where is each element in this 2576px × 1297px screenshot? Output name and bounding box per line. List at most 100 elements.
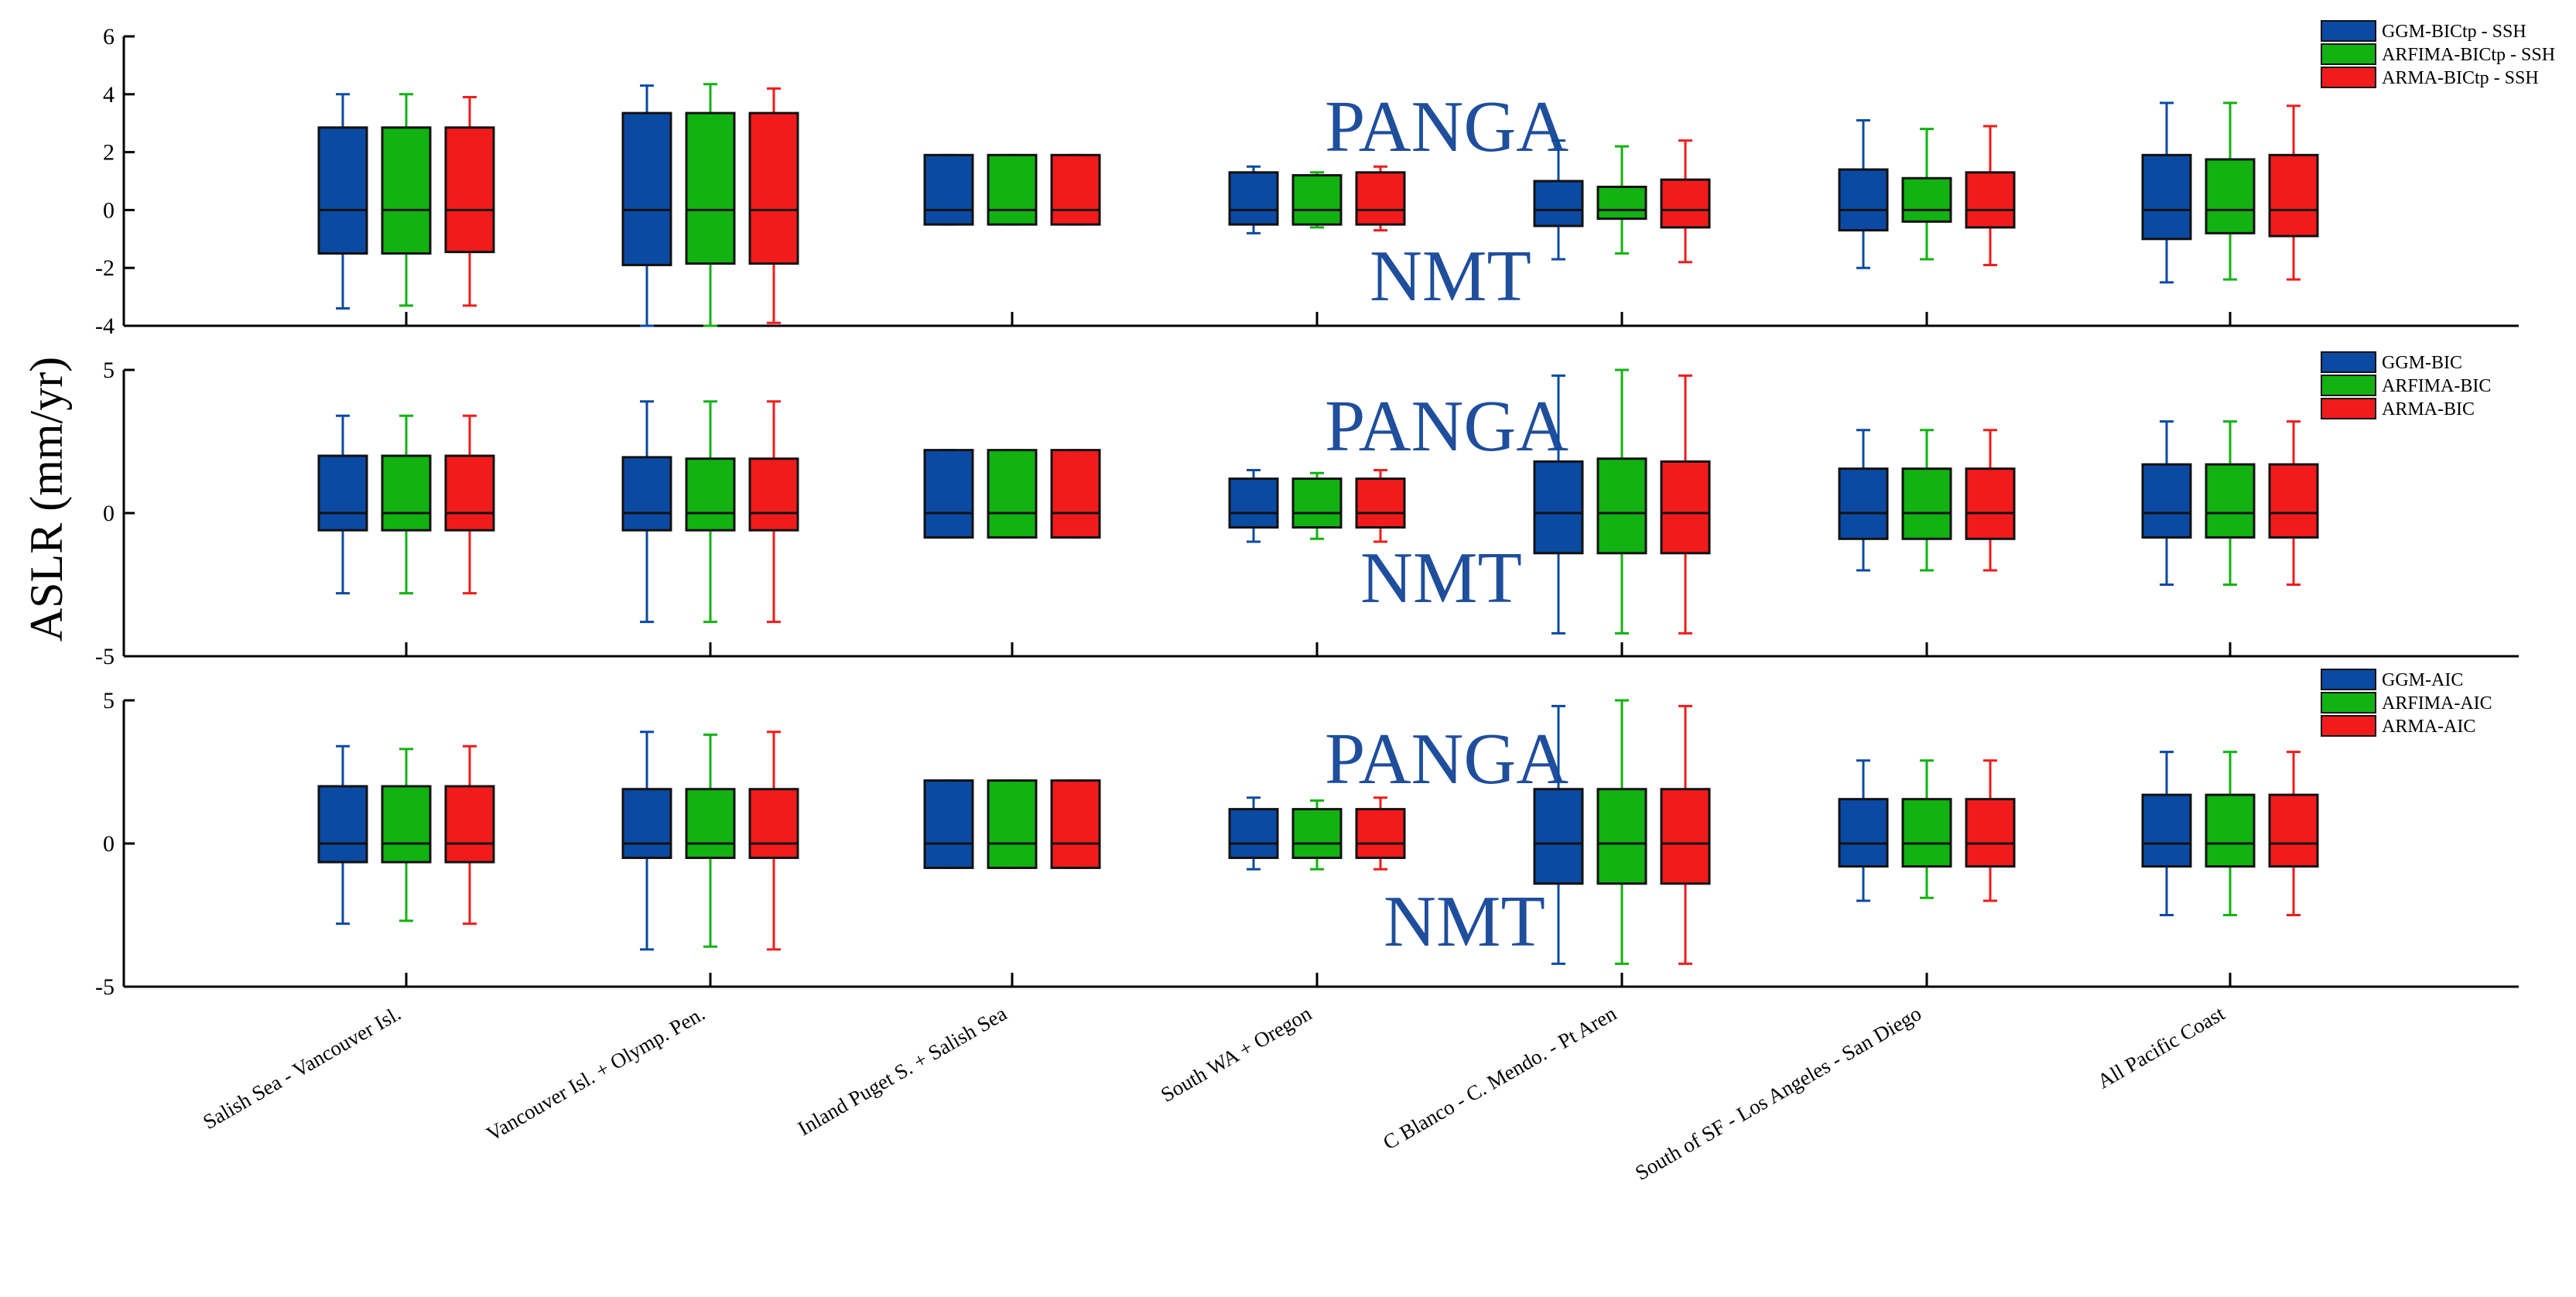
box-body: [381, 785, 432, 864]
box-south-wa-oregon-series-1: [1228, 165, 1279, 234]
box-all-pacific-coast-series-1: [2141, 420, 2192, 586]
legend-swatch-2: [2321, 692, 2376, 714]
box-body: [317, 454, 368, 532]
box-all-pacific-coast-series-3: [2268, 420, 2319, 586]
panels-layer: 6 4 2 0 -2 -4 PANGA NMT GGM-BICtp - SSH ARFIMA-BI…: [95, 20, 2555, 1000]
box-c-blanco-c-mendo-pt-aren-series-3: [1660, 139, 1711, 264]
box-body: [923, 153, 974, 226]
box-south-wa-oregon-series-1: [1228, 796, 1279, 871]
box-body: [2141, 793, 2192, 868]
box-body: [2205, 158, 2256, 234]
category-label-south-wa-oregon: South WA + Oregon: [1157, 1001, 1316, 1107]
y-tick-label: 0: [103, 501, 115, 526]
box-salish-sea-vancouver-isl-series-1: [317, 93, 368, 310]
legend-swatch-1: [2321, 351, 2376, 373]
box-salish-sea-vancouver-isl-series-2: [381, 93, 432, 307]
box-body: [987, 153, 1038, 226]
box-vancouver-isl-olymp-pen-series-2: [685, 733, 736, 948]
box-vancouver-isl-olymp-pen-series-3: [748, 87, 799, 324]
box-c-blanco-c-mendo-pt-aren-series-1: [1533, 704, 1584, 965]
box-inland-puget-s-salish-sea-series-3: [1050, 449, 1101, 539]
annotation-panga: PANGA: [1325, 87, 1569, 167]
box-body: [1901, 467, 1952, 540]
box-south-wa-oregon-series-3: [1355, 796, 1406, 871]
box-all-pacific-coast-series-1: [2141, 751, 2192, 916]
box-body: [381, 126, 432, 255]
box-body: [987, 449, 1038, 539]
box-south-wa-oregon-series-1: [1228, 469, 1279, 543]
box-c-blanco-c-mendo-pt-aren-series-2: [1596, 368, 1647, 635]
panel-top: 6 4 2 0 -2 -4 PANGA NMT GGM-BICtp - SSH ARFIMA-BI…: [95, 20, 2555, 339]
box-south-of-sf-los-angeles-san-diego-series-3: [1965, 125, 2016, 266]
box-vancouver-isl-olymp-pen-series-1: [621, 731, 672, 951]
legend-label-1: GGM-AIC: [2382, 670, 2463, 690]
legend-label-2: ARFIMA-BIC: [2382, 376, 2491, 396]
box-body: [1596, 185, 1647, 221]
box-vancouver-isl-olymp-pen-series-2: [685, 83, 736, 327]
box-all-pacific-coast-series-2: [2205, 420, 2256, 586]
box-c-blanco-c-mendo-pt-aren-series-1: [1533, 139, 1584, 261]
legend-swatch-2: [2321, 43, 2376, 65]
box-body: [444, 126, 495, 254]
category-label-vancouver-isl-olymp-pen: Vancouver Isl. + Olymp. Pen.: [482, 1001, 709, 1145]
y-tick-label: 4: [103, 82, 115, 108]
box-body: [2205, 463, 2256, 539]
box-body: [685, 111, 736, 265]
box-c-blanco-c-mendo-pt-aren-series-1: [1533, 374, 1584, 635]
annotation-panga: PANGA: [1325, 719, 1569, 799]
category-label-all-pacific-coast: All Pacific Coast: [2093, 1001, 2229, 1093]
box-vancouver-isl-olymp-pen-series-1: [621, 84, 672, 327]
box-body: [1355, 477, 1406, 529]
legend-top: GGM-BICtp - SSH ARFIMA-BICtp - SSH ARMA-BI…: [2321, 20, 2555, 88]
box-south-wa-oregon-series-2: [1291, 799, 1343, 871]
box-inland-puget-s-salish-sea-series-1: [923, 449, 974, 539]
box-south-of-sf-los-angeles-san-diego-series-1: [1838, 429, 1889, 572]
y-tick-label: -5: [95, 644, 115, 669]
legend-label-1: GGM-BIC: [2382, 353, 2462, 373]
category-label-salish-sea-vancouver-isl: Salish Sea - Vancouver Isl.: [199, 1001, 405, 1134]
box-body: [1228, 171, 1279, 226]
box-body: [1355, 808, 1406, 859]
box-body: [1533, 460, 1584, 555]
box-south-of-sf-los-angeles-san-diego-series-3: [1965, 759, 2016, 902]
legend-middle: GGM-BIC ARFIMA-BIC ARMA-BIC: [2321, 351, 2491, 419]
legend-swatch-1: [2321, 669, 2376, 690]
box-body: [2268, 153, 2319, 238]
box-body: [1901, 176, 1952, 223]
legend-label-3: ARMA-BICtp - SSH: [2382, 68, 2539, 88]
box-inland-puget-s-salish-sea-series-3: [1050, 153, 1101, 226]
y-tick-label: -5: [95, 974, 115, 1000]
box-south-of-sf-los-angeles-san-diego-series-1: [1838, 118, 1889, 269]
box-body: [1838, 467, 1889, 540]
box-c-blanco-c-mendo-pt-aren-series-2: [1596, 145, 1647, 255]
box-all-pacific-coast-series-2: [2205, 751, 2256, 916]
box-body: [1965, 798, 2016, 868]
box-body: [1228, 477, 1279, 529]
box-body: [1965, 171, 2016, 229]
box-body: [2141, 153, 2192, 241]
legend-label-3: ARMA-AIC: [2382, 717, 2475, 737]
box-salish-sea-vancouver-isl-series-2: [381, 414, 432, 595]
box-south-wa-oregon-series-2: [1291, 471, 1343, 540]
box-body: [381, 454, 432, 532]
box-body: [1533, 180, 1584, 228]
box-south-of-sf-los-angeles-san-diego-series-2: [1901, 128, 1952, 261]
box-inland-puget-s-salish-sea-series-2: [987, 449, 1038, 539]
box-body: [1291, 174, 1343, 226]
box-body: [1291, 477, 1343, 529]
box-vancouver-isl-olymp-pen-series-3: [748, 400, 799, 624]
box-body: [923, 779, 974, 869]
box-salish-sea-vancouver-isl-series-2: [381, 748, 432, 922]
legend-bottom: GGM-AIC ARFIMA-AIC ARMA-AIC: [2321, 669, 2492, 737]
box-salish-sea-vancouver-isl-series-3: [444, 414, 495, 595]
box-body: [2141, 463, 2192, 539]
box-body: [621, 456, 672, 532]
box-body: [1050, 153, 1101, 226]
legend-swatch-3: [2321, 398, 2376, 419]
panel-bottom: 5 0 -5 PANGA NMT GGM-AIC ARFIMA-AIC ARMA-AIC: [95, 669, 2519, 1000]
box-all-pacific-coast-series-3: [2268, 751, 2319, 916]
box-salish-sea-vancouver-isl-series-1: [317, 744, 368, 926]
box-salish-sea-vancouver-isl-series-1: [317, 414, 368, 595]
y-tick-label: 2: [103, 140, 115, 166]
box-c-blanco-c-mendo-pt-aren-series-3: [1660, 374, 1711, 635]
